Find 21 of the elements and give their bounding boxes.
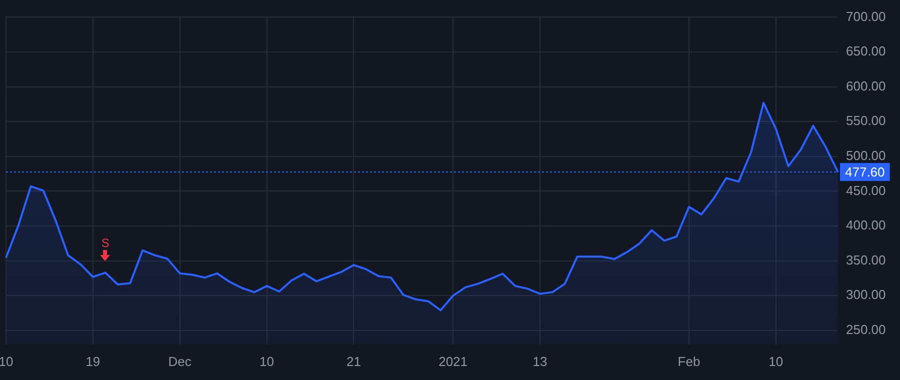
y-tick-label: 300.00	[846, 287, 886, 302]
y-tick-label: 350.00	[846, 252, 886, 268]
x-tick-label: 10	[768, 354, 784, 369]
y-tick-label: 400.00	[846, 218, 886, 233]
y-tick-label: 250.00	[846, 322, 886, 338]
x-tick-label: 13	[532, 354, 548, 369]
y-tick-label: 550.00	[846, 113, 886, 128]
annotation: S	[100, 236, 110, 250]
x-tick-label: Feb	[678, 354, 700, 369]
y-tick-label: 500.00	[846, 148, 886, 164]
ref-line-label: 477.60	[845, 164, 885, 180]
x-tick-label: 10	[260, 354, 274, 369]
x-tick-label: 2021	[438, 354, 468, 369]
y-tick-label: 450.00	[846, 182, 886, 198]
x-tick-label: 10	[0, 354, 14, 369]
x-tick-label: 19	[86, 354, 100, 369]
x-tick-label: 21	[346, 354, 361, 369]
x-tick-label: Dec	[168, 354, 192, 369]
y-tick-label: 600.00	[846, 78, 886, 94]
y-tick-label: 650.00	[846, 44, 886, 59]
y-tick-label: 700.00	[846, 8, 886, 24]
